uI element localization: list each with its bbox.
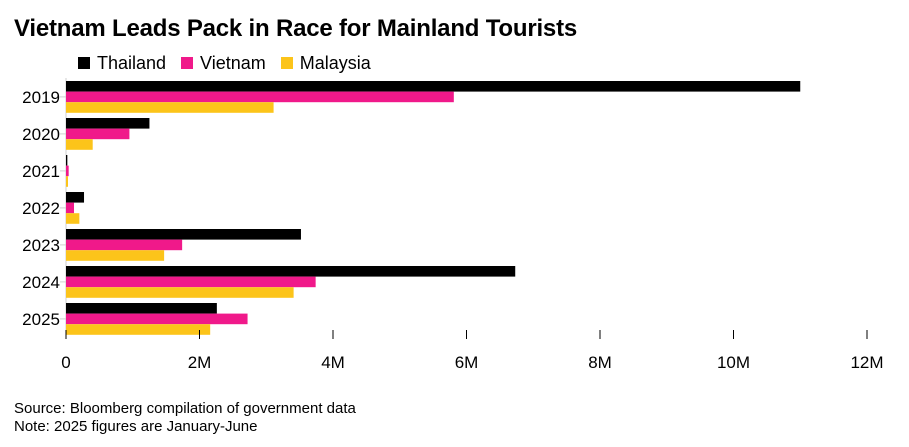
y-tick-label-2024: 2024 bbox=[22, 273, 60, 292]
bar-thailand-2024 bbox=[66, 266, 516, 277]
bar-malaysia-2024 bbox=[66, 287, 294, 298]
y-tick-label-2019: 2019 bbox=[22, 88, 60, 107]
x-tick-label-4M: 4M bbox=[321, 353, 345, 372]
bar-vietnam-2025 bbox=[66, 313, 248, 325]
bar-thailand-2021 bbox=[66, 155, 68, 166]
x-tick-label-12M: 12M bbox=[850, 353, 883, 372]
legend-label-vietnam: Vietnam bbox=[200, 52, 266, 73]
bar-vietnam-2023 bbox=[66, 239, 183, 251]
x-tick-label-10M: 10M bbox=[717, 353, 750, 372]
legend: Thailand Vietnam Malaysia bbox=[78, 53, 386, 73]
y-tick-label-2021: 2021 bbox=[22, 162, 60, 181]
footnote: Note: 2025 figures are January-June bbox=[14, 418, 258, 435]
bar-malaysia-2023 bbox=[66, 250, 165, 261]
x-tick-label-0: 0 bbox=[61, 353, 70, 372]
bar-thailand-2025 bbox=[66, 303, 217, 314]
legend-label-thailand: Thailand bbox=[97, 52, 167, 73]
legend-item-vietnam: Vietnam bbox=[181, 53, 266, 74]
legend-item-malaysia: Malaysia bbox=[280, 52, 371, 74]
y-tick-label-2020: 2020 bbox=[22, 125, 60, 144]
x-tick-label-8M: 8M bbox=[588, 353, 612, 372]
y-tick-label-2025: 2025 bbox=[22, 310, 60, 329]
bar-thailand-2020 bbox=[66, 118, 150, 129]
x-tick-label-6M: 6M bbox=[455, 353, 479, 372]
x-tick-label-2M: 2M bbox=[188, 353, 212, 372]
bar-malaysia-2019 bbox=[66, 102, 274, 113]
bar-malaysia-2020 bbox=[66, 139, 93, 150]
legend-swatch-malaysia bbox=[280, 57, 293, 69]
bar-vietnam-2024 bbox=[66, 276, 316, 288]
bar-vietnam-2020 bbox=[66, 128, 130, 140]
bar-thailand-2019 bbox=[66, 81, 801, 92]
bar-vietnam-2019 bbox=[66, 91, 454, 103]
y-tick-label-2022: 2022 bbox=[22, 199, 60, 218]
bar-thailand-2022 bbox=[66, 192, 85, 203]
legend-swatch-thailand bbox=[78, 57, 90, 69]
bar-malaysia-2021 bbox=[66, 176, 69, 187]
bar-malaysia-2025 bbox=[66, 324, 211, 335]
legend-label-malaysia: Malaysia bbox=[299, 52, 371, 73]
legend-item-thailand: Thailand bbox=[78, 53, 166, 74]
chart-title: Vietnam Leads Pack in Race for Mainland … bbox=[14, 15, 578, 42]
bar-vietnam-2022 bbox=[66, 202, 75, 214]
bar-thailand-2023 bbox=[66, 229, 301, 240]
source-note: Source: Bloomberg compilation of governm… bbox=[14, 400, 356, 417]
bar-vietnam-2021 bbox=[66, 165, 69, 177]
legend-swatch-vietnam bbox=[181, 57, 194, 69]
bar-malaysia-2022 bbox=[66, 213, 80, 224]
y-tick-label-2023: 2023 bbox=[22, 236, 60, 255]
